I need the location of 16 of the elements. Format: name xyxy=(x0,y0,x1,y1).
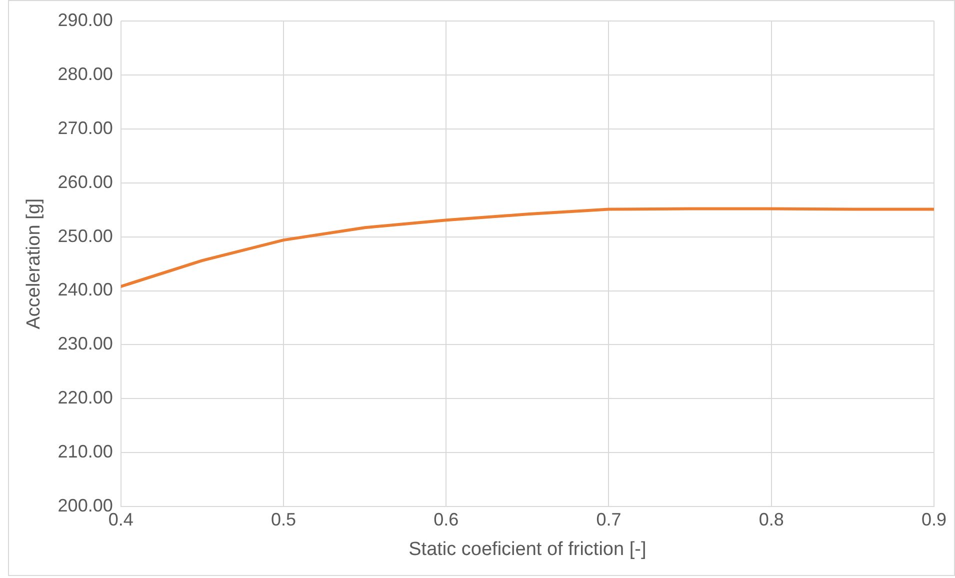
y-tick-label: 270.00 xyxy=(58,118,113,138)
x-tick-label: 0.8 xyxy=(758,509,784,530)
y-tick-label: 290.00 xyxy=(58,10,113,30)
y-tick-label: 220.00 xyxy=(58,388,113,408)
y-axis-title: Acceleration [g] xyxy=(24,198,45,330)
y-tick-label: 250.00 xyxy=(58,226,113,246)
x-tick-label: 0.5 xyxy=(270,509,296,530)
y-tick-label: 230.00 xyxy=(58,334,113,354)
x-axis-title: Static coeficient of friction [-] xyxy=(408,538,646,560)
x-tick-label: 0.6 xyxy=(434,509,459,530)
y-tick-label: 280.00 xyxy=(58,64,113,84)
x-tick-label: 0.7 xyxy=(596,509,622,530)
y-tick-label: 210.00 xyxy=(58,442,113,462)
y-tick-label: 260.00 xyxy=(58,172,113,192)
x-tick-label: 0.9 xyxy=(921,509,947,530)
y-tick-label: 240.00 xyxy=(58,280,113,300)
